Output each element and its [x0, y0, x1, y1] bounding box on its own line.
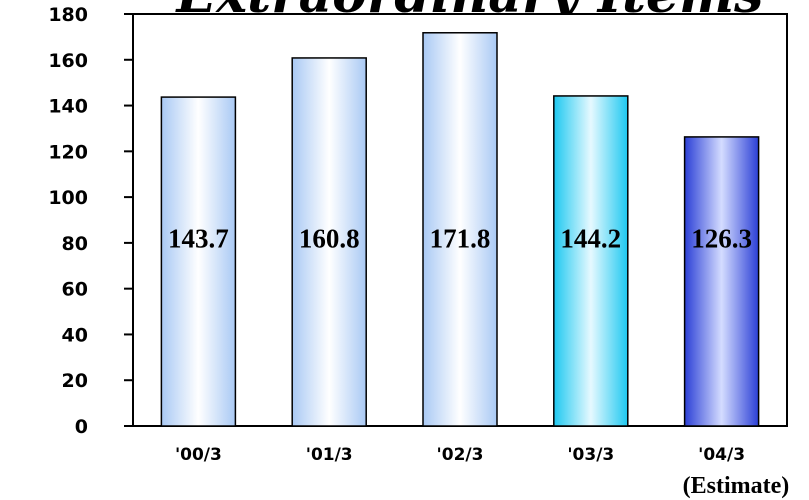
estimate-note: (Estimate) [683, 473, 790, 499]
y-tick-label: 40 [62, 324, 88, 346]
bar [683, 136, 760, 427]
x-tick-label: '02/3 [437, 445, 484, 465]
bar [160, 96, 237, 427]
y-tick-label: 100 [48, 187, 88, 209]
x-tick-label: '00/3 [175, 445, 222, 465]
bars-group [160, 32, 760, 427]
y-axis: 0 20 40 60 80 100 120 140 160 180 [48, 4, 133, 438]
bar [422, 32, 498, 427]
bar [291, 57, 367, 427]
x-tick-label: '01/3 [306, 445, 353, 465]
bar [553, 95, 629, 427]
data-label: 144.2 [560, 223, 621, 253]
x-tick-label: '04/3 [698, 445, 745, 465]
y-tick-label: 180 [48, 4, 88, 26]
data-label: 143.7 [168, 223, 229, 253]
data-label: 126.3 [691, 223, 752, 253]
y-tick-label: 80 [62, 233, 88, 255]
x-tick-label: '03/3 [567, 445, 614, 465]
data-label: 171.8 [430, 223, 491, 253]
data-label: 160.8 [299, 223, 360, 253]
x-axis: '00/3 '01/3 '02/3 '03/3 '04/3 [175, 445, 745, 465]
y-tick-label: 140 [48, 96, 88, 118]
y-tick-label: 0 [75, 416, 88, 438]
y-tick-label: 160 [48, 50, 88, 72]
y-tick-label: 120 [48, 141, 88, 163]
data-labels-group: 143.7 160.8 171.8 144.2 126.3 [168, 223, 752, 253]
y-tick-label: 20 [62, 370, 88, 392]
y-tick-label: 60 [62, 279, 88, 301]
